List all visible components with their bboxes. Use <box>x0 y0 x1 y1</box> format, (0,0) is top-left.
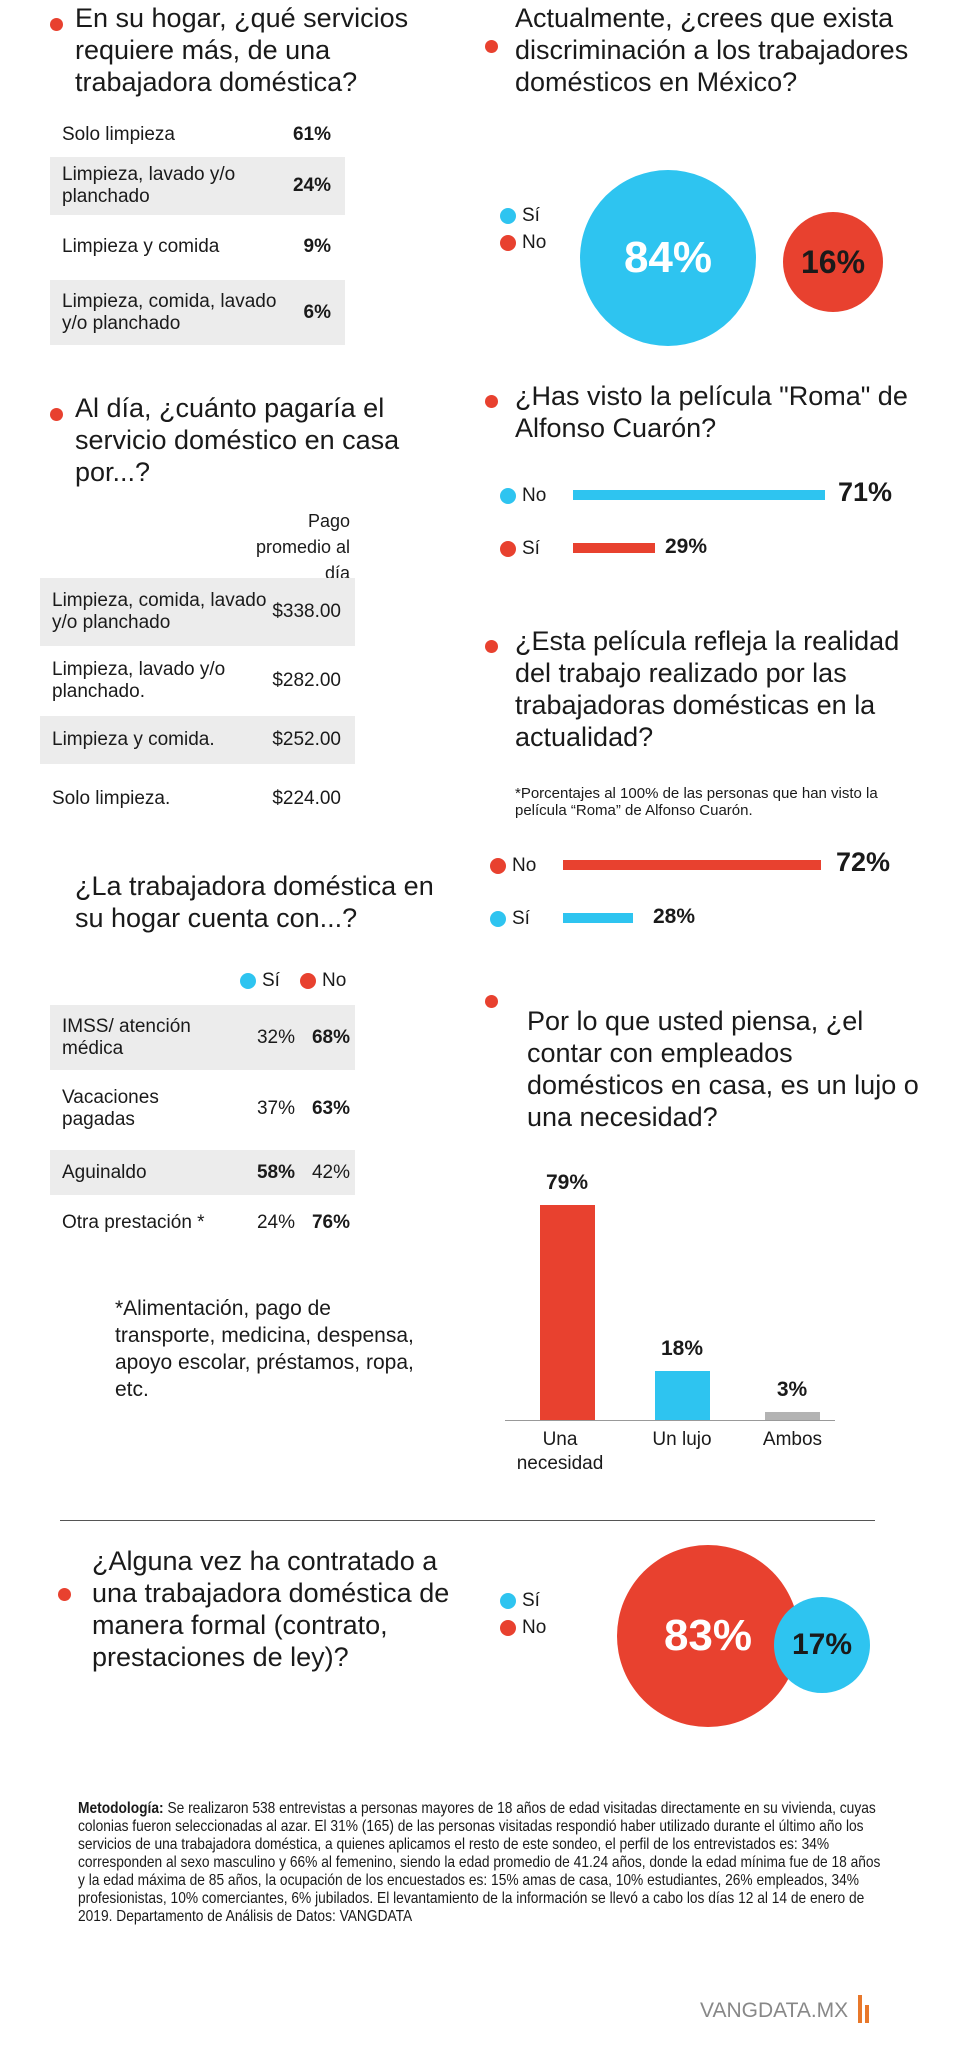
table-row: Limpieza y comida. $252.00 <box>40 716 355 764</box>
logo-bars-icon <box>858 1995 870 2023</box>
q8-title: ¿Alguna vez ha contratado a una trabajad… <box>92 1546 450 1672</box>
bullet-icon <box>50 408 63 421</box>
q6-note: *Porcentajes al 100% de las personas que… <box>515 785 878 819</box>
q3-footnote: *Alimentación, pago de transporte, medic… <box>115 1297 414 1401</box>
table-row: Solo limpieza. $224.00 <box>52 788 341 809</box>
legend-no: No <box>500 232 546 254</box>
q2-title: Al día, ¿cuánto pagaría el servicio domé… <box>75 393 400 487</box>
bar-label-si: Sí <box>490 908 530 930</box>
table-row: Limpieza, lavado y/o planchado. $282.00 <box>52 659 341 702</box>
axis-baseline <box>505 1420 835 1421</box>
bar-value: 79% <box>545 1171 589 1194</box>
blue-dot-icon <box>500 207 516 224</box>
bar-0 <box>540 1205 595 1420</box>
bar-no <box>563 860 821 870</box>
bar-no <box>573 490 825 500</box>
bar-value-si: 29% <box>665 535 708 558</box>
bar-label-no: No <box>500 485 546 507</box>
red-dot-icon <box>500 234 516 251</box>
q5-title: ¿Has visto la película "Roma" de Alfonso… <box>515 381 908 443</box>
si-circle: 17% <box>774 1597 870 1693</box>
bullet-icon <box>485 40 498 53</box>
bar-category-label: Un lujo <box>652 1429 712 1450</box>
table-row: Otra prestación * 24% 76% <box>62 1211 350 1233</box>
legend-si: Sí <box>240 970 280 992</box>
legend-si: Sí <box>500 1590 540 1612</box>
legend-si: Sí <box>500 205 540 227</box>
bar-value-no: 72% <box>836 847 891 877</box>
bar-si <box>563 913 633 923</box>
bar-1 <box>655 1371 710 1420</box>
bullet-icon <box>58 1588 71 1601</box>
bullet-icon <box>485 395 498 408</box>
table-row: Limpieza, comida, lavado y/o planchado $3… <box>40 578 355 646</box>
bar-category-label: Ambos <box>762 1429 823 1450</box>
q1-title: En su hogar, ¿qué servicios requiere más… <box>75 3 409 97</box>
bar-label-no: No <box>490 855 536 877</box>
table-row: Limpieza y comida 9% <box>62 236 331 257</box>
si-circle: 84% <box>580 170 756 346</box>
divider <box>60 1520 875 1521</box>
legend-no: No <box>500 1617 546 1639</box>
no-circle: 16% <box>783 212 883 312</box>
q2-column-header: Pago promedio al día <box>255 511 350 583</box>
q6-title: ¿Esta película refleja la realidad del t… <box>515 626 900 752</box>
table-row: Aguinaldo 58% 42% <box>50 1150 355 1195</box>
table-row: Solo limpieza 61% <box>62 124 331 145</box>
table-row: Limpieza, lavado y/o planchado 24% <box>50 157 345 215</box>
red-dot-icon <box>490 857 506 874</box>
bar-value: 3% <box>776 1377 808 1401</box>
legend-no: No <box>300 970 346 992</box>
bar-si <box>573 543 655 553</box>
q3-title: ¿La trabajadora doméstica en su hogar cu… <box>75 871 434 933</box>
red-dot-icon <box>300 972 316 989</box>
methodology: Metodología: Se realizaron 538 entrevist… <box>78 1800 881 1925</box>
red-dot-icon <box>500 540 516 557</box>
bullet-icon <box>485 640 498 653</box>
bar-value: 18% <box>660 1337 704 1360</box>
blue-dot-icon <box>500 1592 516 1609</box>
bar-category-label: Una necesidad <box>516 1429 604 1474</box>
logo: VANGDATA.MX <box>700 1995 870 2023</box>
bar-label-si: Sí <box>500 538 540 560</box>
bullet-icon <box>485 995 498 1008</box>
table-row: IMSS/ atención médica 32% 68% <box>50 1005 355 1070</box>
red-dot-icon <box>500 1619 516 1636</box>
blue-dot-icon <box>240 972 256 989</box>
no-circle: 83% <box>617 1545 799 1727</box>
bar-value-si: 28% <box>653 905 696 928</box>
blue-dot-icon <box>490 910 506 927</box>
table-row: Vacaciones pagadas 37% 63% <box>62 1087 350 1130</box>
q4-title: Actualmente, ¿crees que exista discrimin… <box>515 3 909 97</box>
bar-2 <box>765 1411 820 1420</box>
bullet-icon <box>50 18 63 31</box>
blue-dot-icon <box>500 487 516 504</box>
table-row: Limpieza, comida, lavado y/o planchado 6% <box>50 280 345 345</box>
bar-value-no: 71% <box>838 477 893 507</box>
q7-title: Por lo que usted piensa, ¿el contar con … <box>527 1006 919 1132</box>
